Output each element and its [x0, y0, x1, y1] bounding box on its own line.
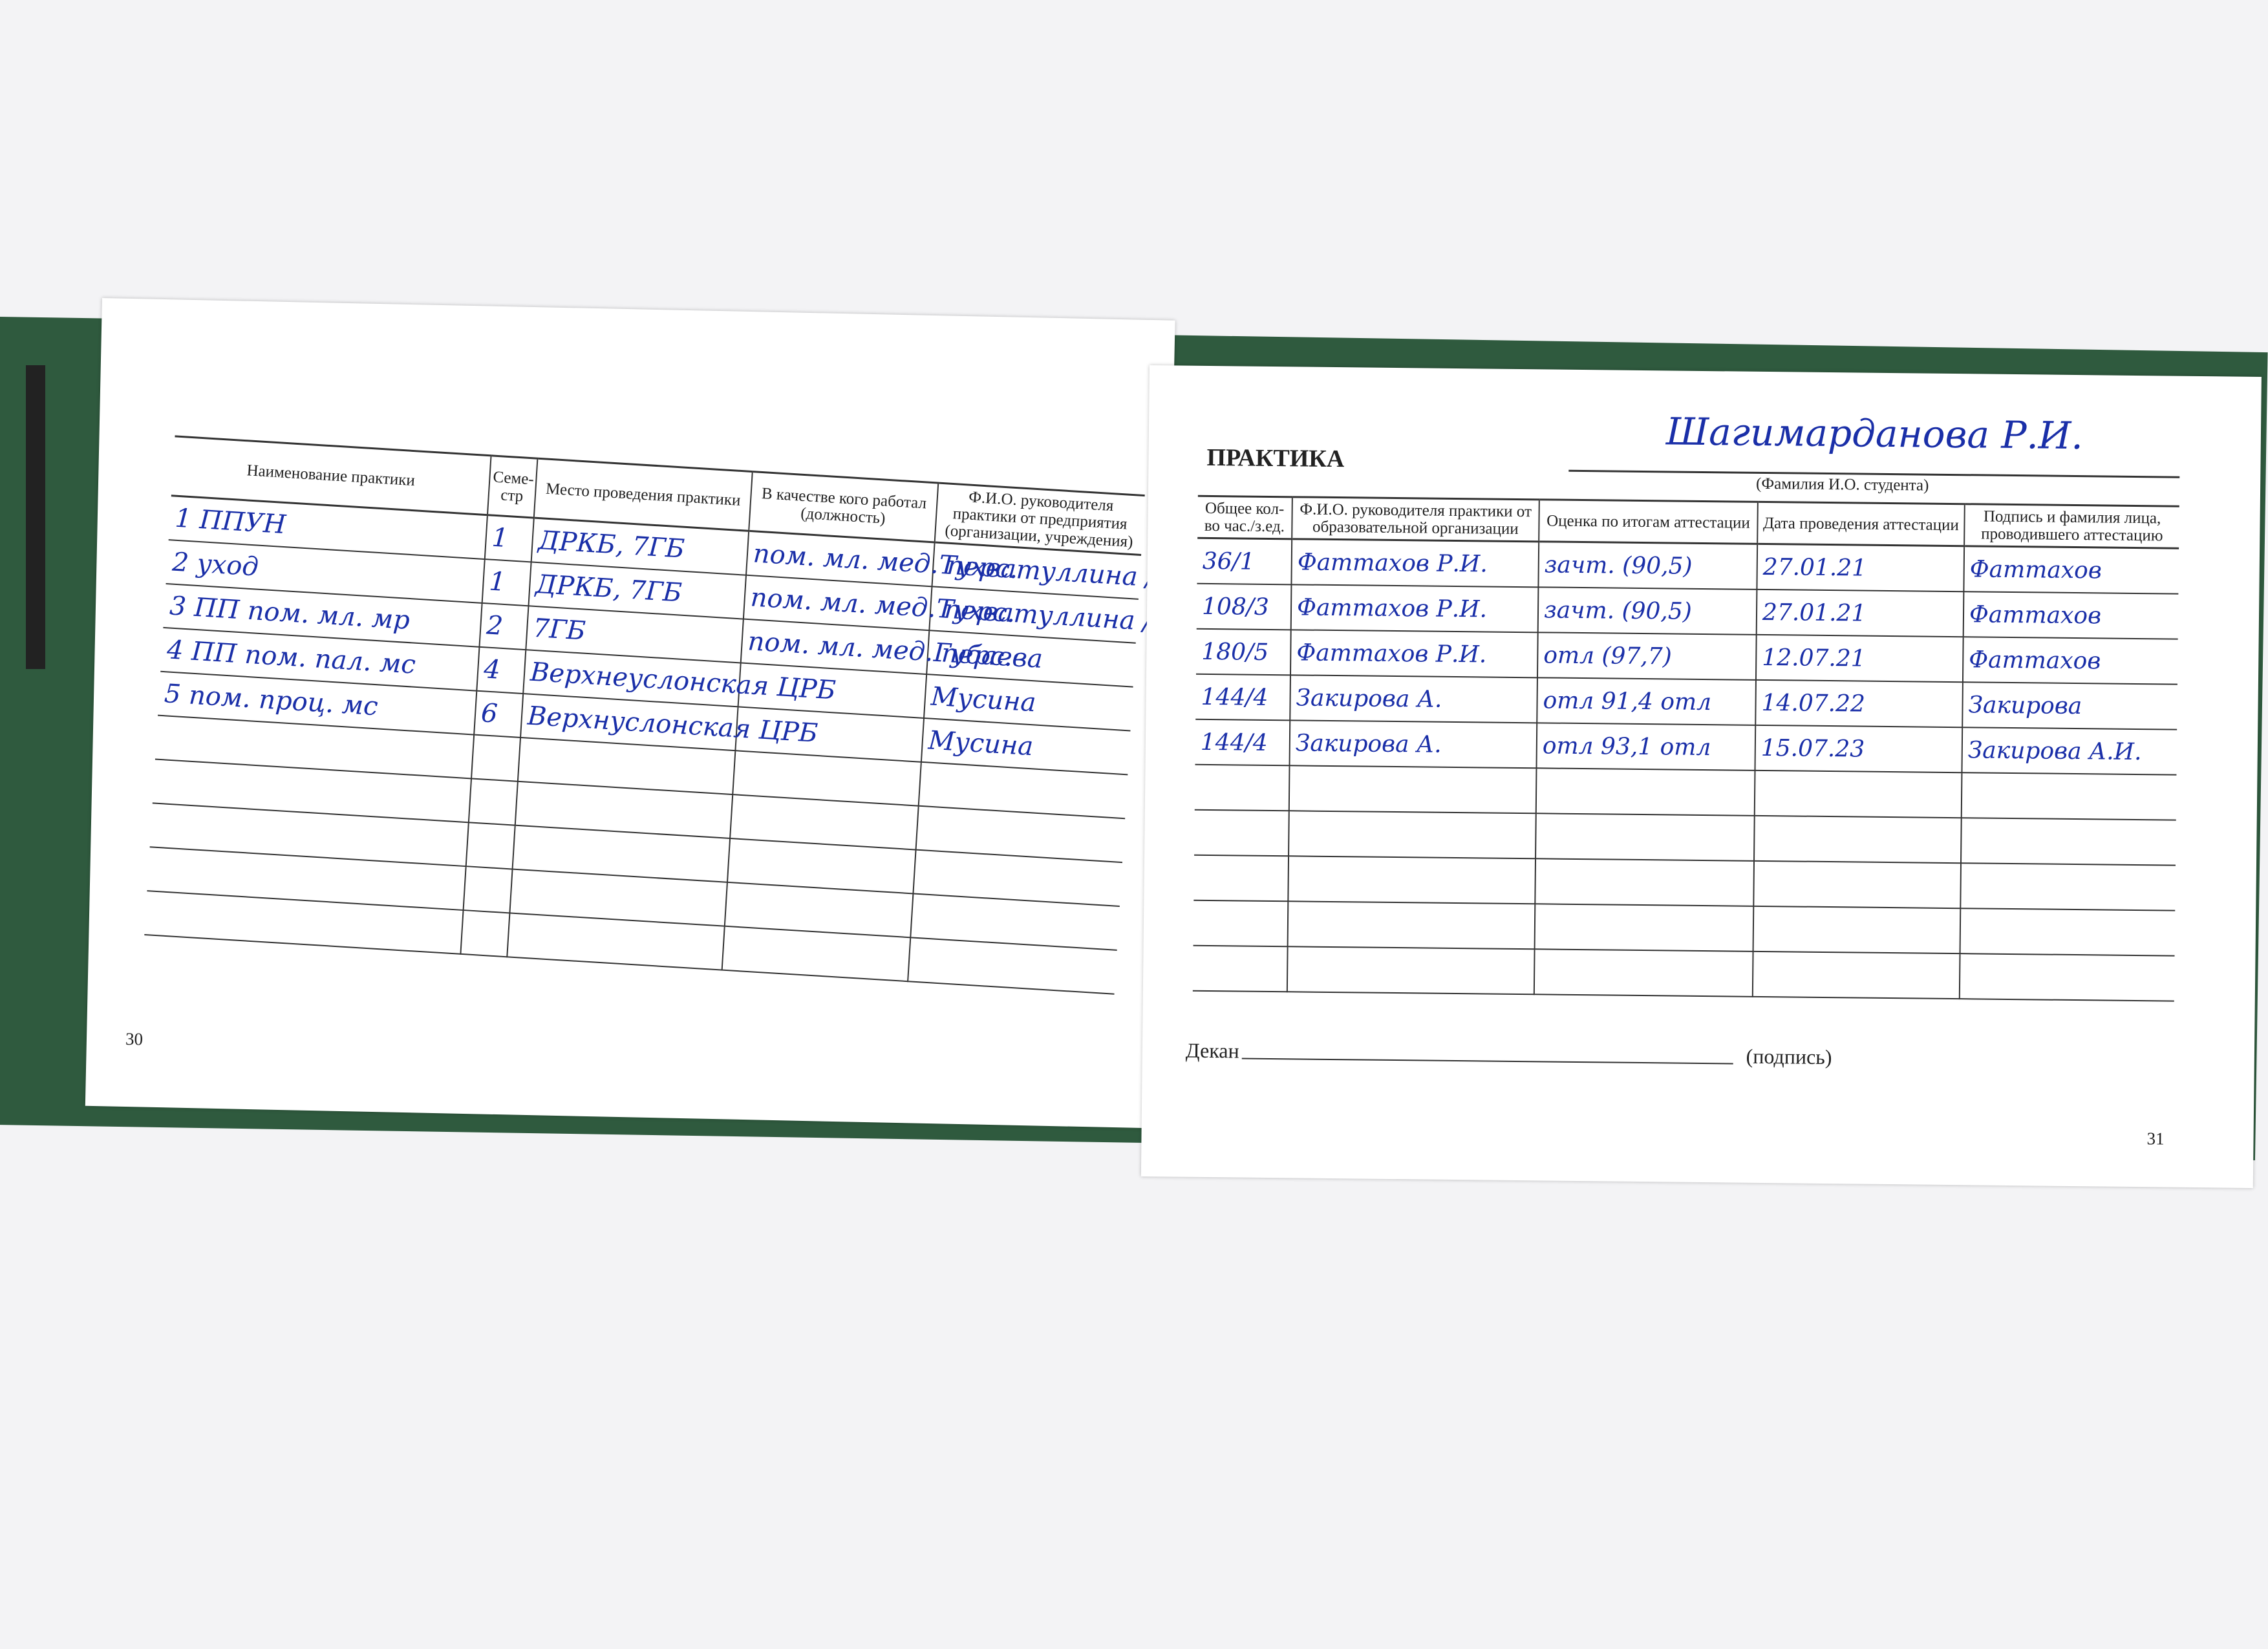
- signature-blank: [1241, 1038, 1733, 1065]
- cell-semester: 1: [484, 515, 534, 562]
- cell-date: 12.07.21: [1755, 634, 1963, 683]
- page-title: ПРАКТИКА: [1206, 443, 1345, 473]
- signature-caption: (подпись): [1746, 1044, 1832, 1069]
- practice-table-right: Общее кол-во час./з.ед. Ф.И.О. руководите…: [1192, 495, 2179, 1002]
- student-name: Шагимарданова Р.И.: [1568, 408, 2181, 478]
- column-header: В качестве кого работал (должность): [749, 471, 939, 542]
- cell-hours: [1193, 855, 1289, 902]
- cell-semester: [471, 734, 521, 782]
- cell-supervisor: [1289, 765, 1537, 814]
- cell-signature: [1960, 863, 2176, 911]
- cell-signature: Фаттахов: [1962, 637, 2178, 685]
- cell-supervisor: [1288, 856, 1536, 904]
- page-31: ПРАКТИКА Шагимарданова Р.И. (Фамилия И.О…: [1140, 365, 2262, 1188]
- cell-semester: 2: [479, 602, 529, 650]
- cell-signature: [1959, 953, 2175, 1001]
- cell-date: [1752, 951, 1960, 999]
- cell-hours: 180/5: [1196, 628, 1291, 676]
- cell-signature: [1961, 818, 2176, 866]
- cell-date: 27.01.21: [1757, 544, 1965, 592]
- cell-grade: [1534, 904, 1754, 952]
- cell-supervisor: Закирова А.: [1290, 675, 1537, 723]
- cell-supervisor: [1289, 811, 1536, 859]
- dean-signature-line: Декан (подпись): [1186, 1038, 1832, 1069]
- cell-hours: [1194, 764, 1290, 811]
- cover-edge: [26, 365, 45, 669]
- cell-grade: зачт. (90,5): [1538, 541, 1758, 590]
- cell-supervisor: Фаттахов Р.И.: [1291, 538, 1539, 588]
- cell-semester: [468, 778, 518, 825]
- cell-date: 15.07.23: [1755, 725, 1963, 773]
- cell-supervisor: Фаттахов Р.И.: [1290, 584, 1539, 633]
- cell-date: 27.01.21: [1756, 589, 1964, 637]
- cell-semester: 4: [476, 646, 526, 694]
- cell-hours: 36/1: [1197, 538, 1292, 585]
- cell-supervisor: [1287, 901, 1535, 950]
- column-header: Ф.И.О. руководителя практики от образова…: [1292, 496, 1539, 542]
- column-header: Подпись и фамилия лица, проводившего атт…: [1964, 504, 2179, 549]
- cell-supervisor: [1287, 946, 1535, 995]
- cell-hours: [1194, 809, 1289, 856]
- cell-date: [1754, 815, 1962, 864]
- column-header: Семе-стр: [487, 455, 538, 518]
- dean-label: Декан: [1185, 1038, 1239, 1063]
- cell-supervisor: Закирова А.: [1289, 720, 1537, 769]
- cell-semester: 6: [474, 690, 524, 738]
- cell-hours: [1192, 945, 1288, 992]
- page-number: 31: [2146, 1129, 2165, 1149]
- cell-semester: 1: [482, 559, 531, 606]
- cell-signature: [1960, 908, 2176, 956]
- cell-signature: Закирова: [1962, 682, 2177, 730]
- cell-date: [1753, 860, 1962, 909]
- cell-signature: [1961, 772, 2177, 820]
- cell-grade: [1535, 858, 1755, 906]
- cell-grade: отл 93,1 отл: [1536, 723, 1756, 771]
- cell-supervisor: Фаттахов Р.И.: [1290, 630, 1538, 678]
- cell-semester: [463, 866, 513, 913]
- practice-table-left: Наименование практики Семе-стр Место прове…: [144, 435, 1272, 994]
- cell-signature: Фаттахов: [1963, 546, 2179, 594]
- cell-grade: [1535, 813, 1755, 861]
- cell-hours: 144/4: [1195, 674, 1290, 721]
- student-caption: (Фамилия И.О. студента): [1755, 474, 1929, 495]
- cell-date: [1754, 770, 1962, 818]
- cell-signature: Закирова А.И.: [1962, 727, 2177, 775]
- cell-hours: 144/4: [1195, 719, 1290, 766]
- column-header: Оценка по итогам аттестации: [1539, 499, 1758, 544]
- column-header: Дата проведения аттестации: [1757, 502, 1965, 546]
- cell-grade: [1534, 949, 1753, 997]
- cell-date: 14.07.22: [1755, 679, 1963, 728]
- cell-signature: Фаттахов: [1963, 591, 2179, 639]
- cell-hours: 108/3: [1196, 583, 1292, 630]
- cell-grade: отл (97,7): [1537, 632, 1757, 680]
- cell-grade: [1535, 768, 1755, 816]
- column-header: Общее кол-во час./з.ед.: [1197, 496, 1292, 539]
- page-number: 30: [125, 1029, 144, 1049]
- cell-grade: зачт. (90,5): [1537, 587, 1757, 635]
- cell-hours: [1193, 900, 1289, 947]
- table-row: [1192, 945, 2175, 1001]
- page-30: Наименование практики Семе-стр Место прове…: [85, 298, 1272, 1129]
- cell-semester: [465, 822, 515, 869]
- cell-semester: [460, 910, 510, 957]
- cell-grade: отл 91,4 отл: [1537, 677, 1756, 725]
- cell-date: [1753, 906, 1961, 954]
